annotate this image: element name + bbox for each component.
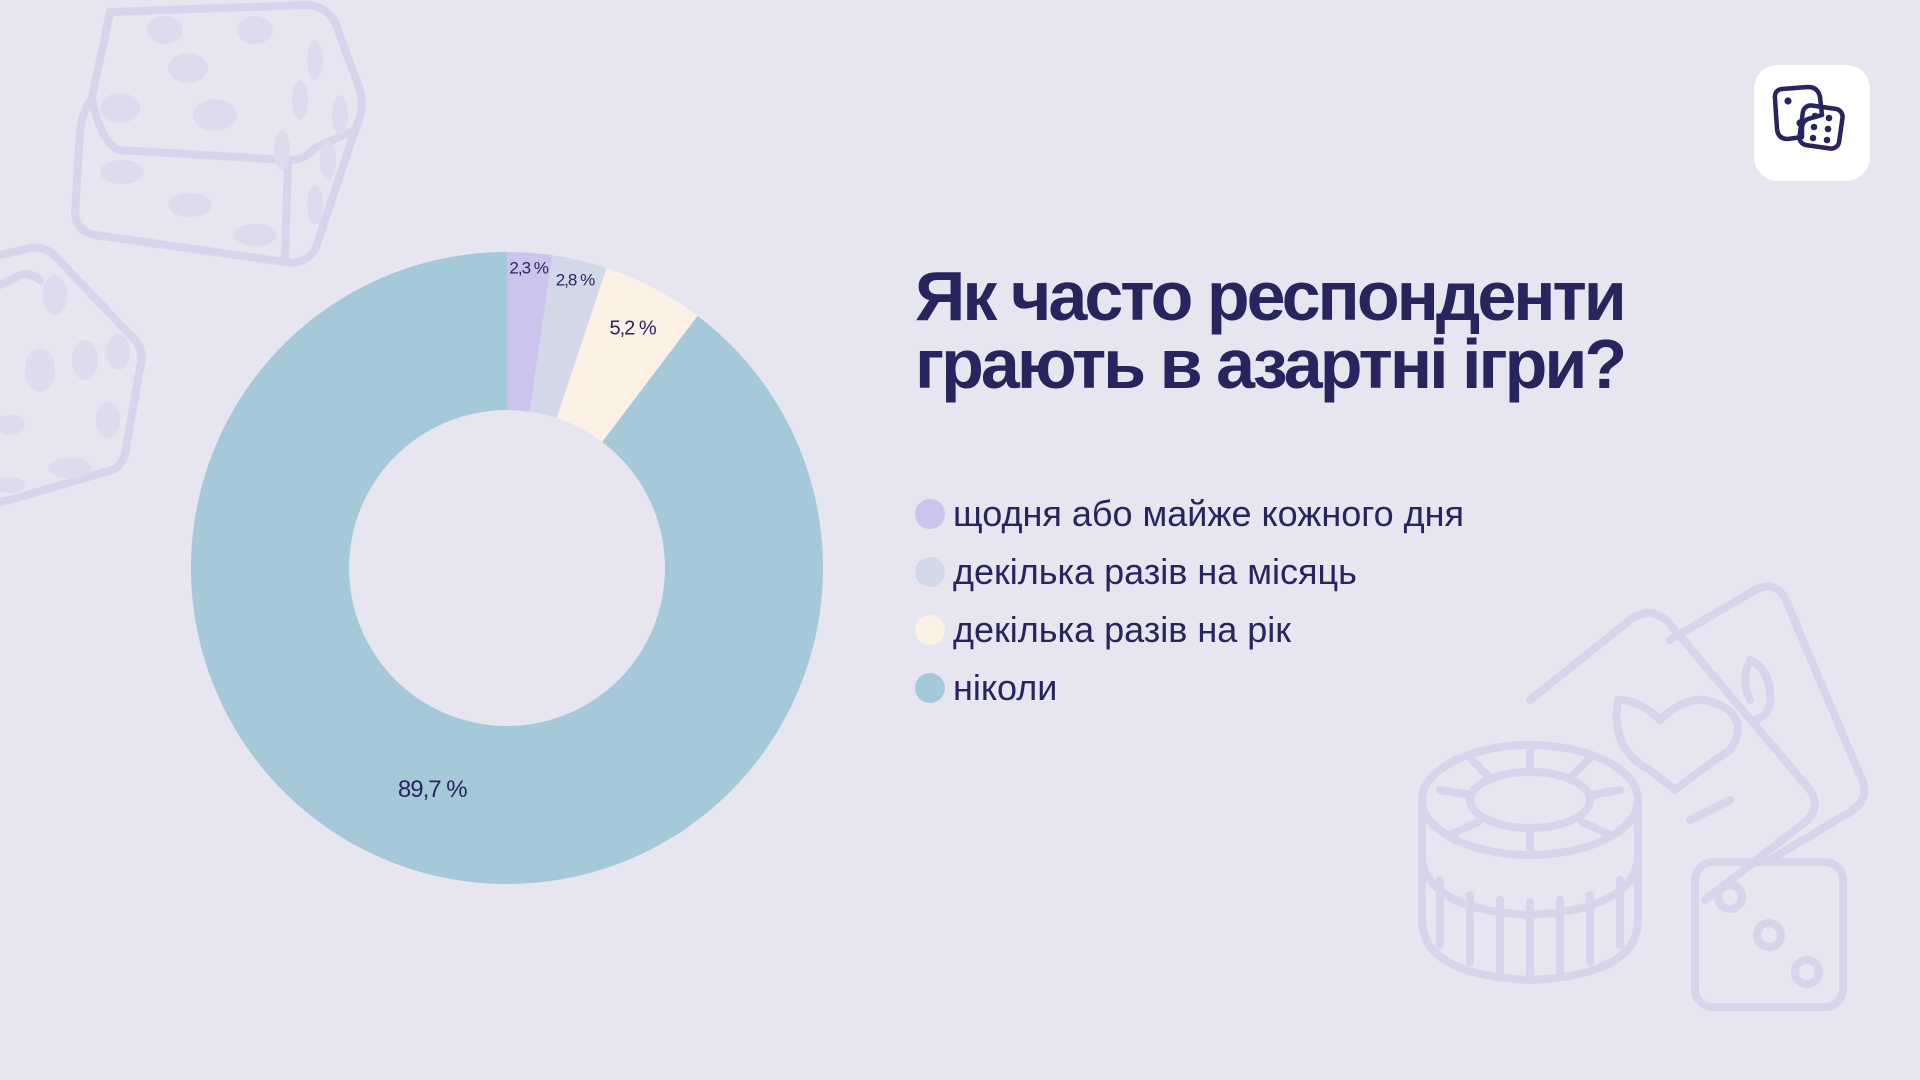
legend-swatch [915, 615, 945, 645]
legend-label: ніколи [953, 667, 1058, 708]
chart-data-label: 2,8 % [556, 270, 595, 289]
legend-swatch [915, 673, 945, 703]
legend-item: декілька разів на рік [915, 601, 1464, 659]
logo-badge [1754, 65, 1870, 181]
chart-slice-3 [556, 268, 698, 442]
legend-swatch [915, 499, 945, 529]
dice-icon [1691, 858, 1847, 1011]
dice-icon [71, 1, 366, 267]
chart-data-label: 2,3 % [509, 258, 548, 277]
legend-label: щодня або майже кожного дня [953, 493, 1464, 534]
page-title: Як часто респонденти грають в азартні іг… [915, 257, 1627, 403]
chart-slice-2 [529, 255, 607, 419]
dice-icon [0, 243, 146, 506]
dice-icon [1772, 84, 1845, 151]
legend-label: декілька разів на місяць [953, 551, 1357, 592]
chart-slices [191, 252, 823, 884]
chart-legend: щодня або майже кожного дня декілька разі… [915, 485, 1464, 717]
legend-label: декілька разів на рік [953, 609, 1292, 650]
chart-slice-4 [191, 252, 823, 884]
chart-data-label: 5,2 % [610, 317, 657, 339]
legend-swatch [915, 557, 945, 587]
legend-item: щодня або майже кожного дня [915, 485, 1464, 543]
poker-chip-icon [1418, 741, 1642, 984]
chart-data-label: 89,7 % [398, 776, 467, 803]
legend-item: декілька разів на місяць [915, 543, 1464, 601]
chart-data-labels: 2,3 % 2,8 % 5,2 % 89,7 % [398, 258, 658, 803]
playing-cards-icon [1526, 582, 1869, 904]
chart-slice-1 [507, 252, 553, 412]
legend-item: ніколи [915, 659, 1464, 717]
